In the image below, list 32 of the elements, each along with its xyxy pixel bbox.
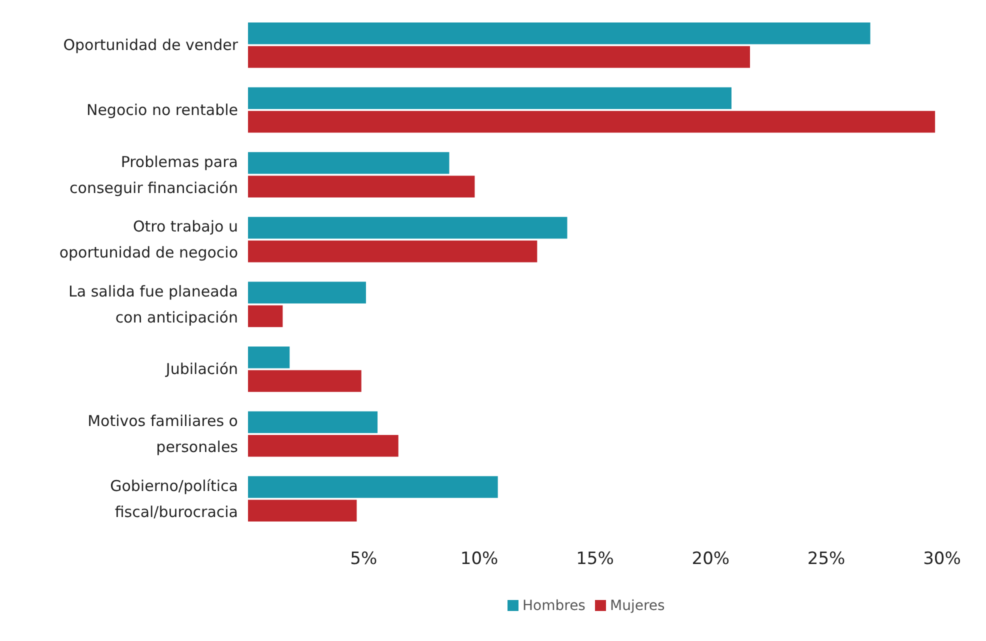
bar [248,434,398,457]
x-tick-label: 25% [807,549,846,569]
bar [248,110,936,133]
bar [248,46,750,68]
x-tick-label: 5% [350,549,378,569]
bar [248,500,357,522]
bar [248,152,450,174]
bar [248,216,568,239]
y-tick-label: Otro trabajo u oportunidad de negocio [59,218,238,262]
legend-label: Hombres [522,598,586,614]
bar [248,370,362,392]
bar [248,240,538,262]
y-tick-label: La salida fue planeada con anticipación [68,282,238,326]
bar [248,305,283,328]
y-tick-label: Problemas para conseguir financiación [70,152,238,197]
x-tick-label: 30% [923,549,961,569]
y-tick-label: Negocio no rentable [86,100,238,119]
y-tick-label: Gobierno/política fiscal/burocracia [110,476,238,521]
bar [248,87,732,110]
x-tick-label: 10% [460,549,498,569]
bar [248,476,498,498]
bar [248,411,378,434]
bar [248,22,870,44]
x-tick-label: 20% [692,549,730,569]
x-tick-label: 15% [576,549,614,569]
bar [248,346,290,368]
legend-label: Mujeres [610,598,665,614]
y-tick-label: Oportunidad de vender [63,36,239,54]
bar [248,282,366,304]
y-tick-label: Jubilación [164,360,238,378]
bar [248,176,475,198]
y-tick-label: Motivos familiares o personales [88,412,238,456]
